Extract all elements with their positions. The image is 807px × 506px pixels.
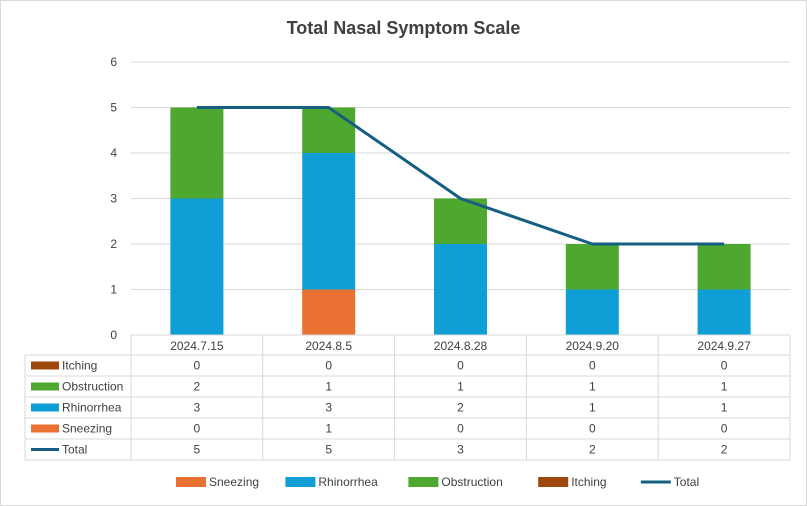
table-cell: 5 xyxy=(325,443,332,457)
y-tick-label: 5 xyxy=(110,101,117,115)
table-cell: 1 xyxy=(721,401,728,415)
x-tick-label: 2024.8.5 xyxy=(305,339,352,353)
table-key-swatch xyxy=(31,403,59,412)
chart-title: Total Nasal Symptom Scale xyxy=(286,18,521,38)
x-tick-label: 2024.9.20 xyxy=(566,339,620,353)
table-key-swatch xyxy=(31,424,59,433)
bar-rhinorrhea xyxy=(170,198,224,335)
table-cell: 2 xyxy=(194,380,201,394)
table-row-label: Total xyxy=(62,443,87,457)
table-cell: 1 xyxy=(325,380,332,394)
table-cell: 3 xyxy=(325,401,332,415)
y-tick-label: 2 xyxy=(110,237,117,251)
table-cell: 1 xyxy=(589,380,596,394)
legend-swatch xyxy=(538,477,569,487)
x-tick-label: 2024.7.15 xyxy=(170,339,224,353)
table-cell: 3 xyxy=(457,443,464,457)
table-key-swatch xyxy=(31,382,59,391)
bar-obstruction xyxy=(565,244,619,290)
table-row-label: Obstruction xyxy=(62,380,123,394)
x-tick-label: 2024.9.27 xyxy=(697,339,751,353)
table-cell: 3 xyxy=(194,401,201,415)
legend-swatch xyxy=(408,477,439,487)
table-cell: 0 xyxy=(589,359,596,373)
bar-obstruction xyxy=(302,107,356,153)
legend-label: Rhinorrhea xyxy=(318,475,378,489)
table-cell: 0 xyxy=(589,422,596,436)
y-tick-label: 0 xyxy=(110,328,117,342)
bar-rhinorrhea xyxy=(565,289,619,335)
table-cell: 1 xyxy=(457,380,464,394)
bar-sneezing xyxy=(302,289,356,335)
table-cell: 1 xyxy=(589,401,596,415)
y-tick-label: 1 xyxy=(110,283,117,297)
total-line xyxy=(196,106,725,246)
legend-label: Obstruction xyxy=(441,475,502,489)
legend-label: Total xyxy=(674,475,699,489)
table-cell: 5 xyxy=(194,443,201,457)
legend-label: Sneezing xyxy=(209,475,259,489)
table-cell: 0 xyxy=(194,422,201,436)
bar-obstruction xyxy=(697,244,751,290)
table-cell: 1 xyxy=(325,422,332,436)
table-cell: 2 xyxy=(457,401,464,415)
table-cell: 0 xyxy=(457,422,464,436)
y-tick-label: 3 xyxy=(110,192,117,206)
legend-label: Itching xyxy=(571,475,606,489)
table-row-label: Sneezing xyxy=(62,422,112,436)
table-cell: 2 xyxy=(721,443,728,457)
table-cell: 0 xyxy=(721,359,728,373)
legend-swatch xyxy=(285,477,316,487)
bar-rhinorrhea xyxy=(697,289,751,335)
y-tick-label: 6 xyxy=(110,55,117,69)
bar-rhinorrhea xyxy=(302,153,356,290)
table-row-label: Itching xyxy=(62,359,97,373)
table-cell: 0 xyxy=(721,422,728,436)
bar-obstruction xyxy=(170,107,224,199)
table-cell: 0 xyxy=(194,359,201,373)
y-tick-label: 4 xyxy=(110,146,117,160)
bar-rhinorrhea xyxy=(434,244,487,335)
table-cell: 0 xyxy=(325,359,332,373)
table-cell: 0 xyxy=(457,359,464,373)
table-key-swatch xyxy=(31,361,59,370)
table-row-label: Rhinorrhea xyxy=(62,401,122,415)
x-tick-label: 2024.8.28 xyxy=(434,339,488,353)
table-cell: 2 xyxy=(589,443,596,457)
table-cell: 1 xyxy=(721,380,728,394)
legend-swatch xyxy=(176,477,206,487)
